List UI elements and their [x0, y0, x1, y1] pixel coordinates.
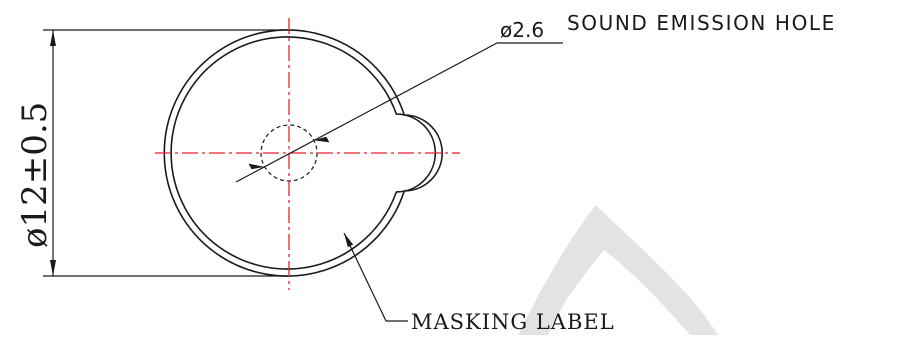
label-outer-outline: [163, 29, 443, 277]
outer-diameter-label: ø12±0.5: [15, 102, 55, 248]
masking-label-text: MASKING LABEL: [411, 310, 615, 334]
hole-diameter-arrow-upper: [313, 136, 330, 143]
sound-emission-hole-label: SOUND EMISSION HOLE: [567, 11, 836, 35]
masking-label-arrow: [344, 233, 354, 248]
watermark-swoosh: [518, 205, 718, 335]
overall-dimension-arrow-top: [50, 30, 56, 46]
hole-diameter-leader: [235, 42, 498, 183]
hole-diameter-arrow-lower: [248, 163, 265, 170]
hole-diameter-label: ø2.6: [500, 18, 544, 42]
masking-label-leader: [343, 232, 408, 322]
overall-dimension-arrow-bottom: [50, 260, 56, 276]
label-inner-outline: [170, 36, 437, 270]
